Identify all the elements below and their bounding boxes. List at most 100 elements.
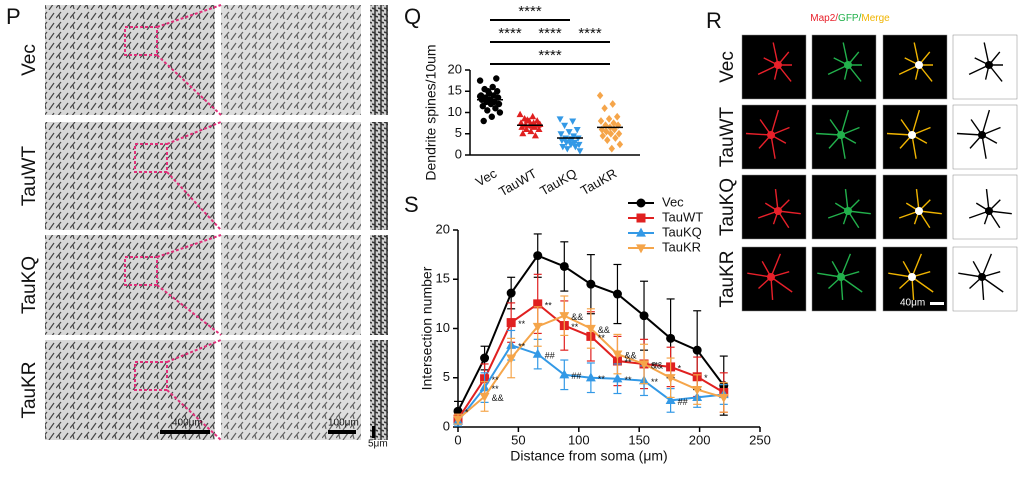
significance-label: ## — [545, 350, 555, 360]
data-point — [522, 125, 530, 133]
neuron-dendrites — [886, 109, 931, 159]
panel-label: P — [6, 4, 21, 29]
neuron-dendrites — [958, 253, 1004, 300]
significance-label: ** — [624, 357, 632, 367]
data-point — [533, 117, 541, 124]
legend-marker — [636, 244, 646, 254]
x-tick-label: 0 — [454, 432, 461, 447]
x-tick-label: 100 — [568, 432, 590, 447]
data-point — [561, 122, 569, 130]
data-point — [556, 116, 564, 123]
data-point — [506, 318, 516, 328]
y-tick-label: 5 — [443, 369, 450, 384]
data-point — [557, 131, 565, 138]
data-point — [493, 75, 500, 82]
y-tick-label: 10 — [448, 104, 462, 119]
micrograph-zoom — [221, 5, 361, 115]
y-tick-label: 15 — [436, 271, 450, 286]
neuron-soma — [978, 273, 986, 281]
y-tick-label: 0 — [443, 418, 450, 433]
significance-label: && — [624, 350, 636, 360]
legend-label: TauKR — [662, 239, 701, 254]
data-point — [585, 372, 596, 382]
legend-marker — [636, 198, 646, 208]
data-point — [488, 113, 495, 120]
neuron-image — [882, 174, 948, 240]
significance-label: ** — [598, 374, 606, 384]
data-point — [519, 129, 527, 137]
neuron-soma — [985, 61, 993, 69]
neuron-soma — [837, 131, 845, 139]
micrograph-zoom — [221, 340, 361, 440]
data-point — [614, 112, 621, 121]
significance-label: ** — [518, 342, 526, 352]
data-point — [692, 385, 703, 395]
data-point — [573, 126, 581, 134]
scale-bar — [930, 302, 944, 305]
data-point — [479, 392, 490, 402]
channel-header: Map2/GFP/Merge — [810, 13, 890, 24]
legend-label: TauKQ — [662, 224, 702, 239]
data-point — [607, 129, 615, 138]
data-point — [516, 110, 524, 118]
data-point — [569, 118, 577, 125]
scale-bar-label: 40μm — [900, 298, 925, 309]
channel-name: Merge — [861, 13, 890, 24]
significance-label: ** — [571, 322, 579, 332]
data-point — [665, 374, 676, 384]
y-axis-label: Intersection number — [419, 266, 435, 390]
legend-label: TauWT — [662, 209, 703, 224]
data-point — [586, 279, 596, 289]
row-label: Vec — [19, 44, 40, 76]
neuron-soma — [978, 131, 986, 139]
data-point — [616, 140, 624, 149]
neuron-dendrites — [827, 189, 871, 229]
significance-label: ** — [598, 333, 606, 343]
zoom-box — [124, 26, 158, 56]
y-tick-label: 20 — [448, 61, 462, 76]
micrograph-dendrite — [370, 235, 388, 335]
significance-label: ## — [678, 397, 688, 407]
data-point — [485, 88, 492, 95]
micrograph-dendrite — [370, 122, 388, 230]
neuron-image — [952, 174, 1018, 240]
x-tick-label: TauKQ — [537, 166, 579, 199]
neuron-soma — [908, 273, 916, 281]
data-point — [532, 322, 543, 332]
data-point — [533, 251, 543, 261]
x-tick-label: 50 — [511, 432, 525, 447]
data-point — [639, 360, 649, 370]
neuron-soma — [774, 207, 782, 215]
data-point — [612, 289, 622, 299]
data-point — [570, 139, 579, 147]
x-tick-label: 150 — [628, 432, 650, 447]
neuron-dendrites — [815, 109, 860, 159]
data-point — [559, 261, 569, 271]
neuron-soma — [837, 273, 845, 281]
neuron-soma — [844, 207, 852, 215]
data-point — [562, 139, 570, 147]
zoom-line — [156, 4, 222, 28]
neuron-soma — [985, 207, 993, 215]
data-point — [559, 312, 570, 322]
data-point — [565, 129, 573, 136]
significance-label: **** — [518, 3, 542, 20]
data-point — [506, 288, 516, 298]
neuron-soma — [915, 61, 923, 69]
data-point — [612, 134, 619, 142]
data-point — [479, 102, 486, 110]
significance-label: && — [598, 325, 610, 335]
data-point — [489, 83, 496, 91]
channel-name: GFP/ — [838, 13, 862, 24]
data-point — [506, 354, 517, 364]
data-point — [523, 116, 531, 123]
neuron-image — [811, 174, 877, 240]
data-point — [692, 345, 702, 355]
zoom-box — [124, 256, 158, 286]
neuron-dendrites — [888, 253, 934, 300]
data-point — [517, 119, 525, 126]
data-point — [612, 350, 623, 360]
significance-label: ** — [624, 375, 632, 385]
data-point — [665, 395, 676, 405]
